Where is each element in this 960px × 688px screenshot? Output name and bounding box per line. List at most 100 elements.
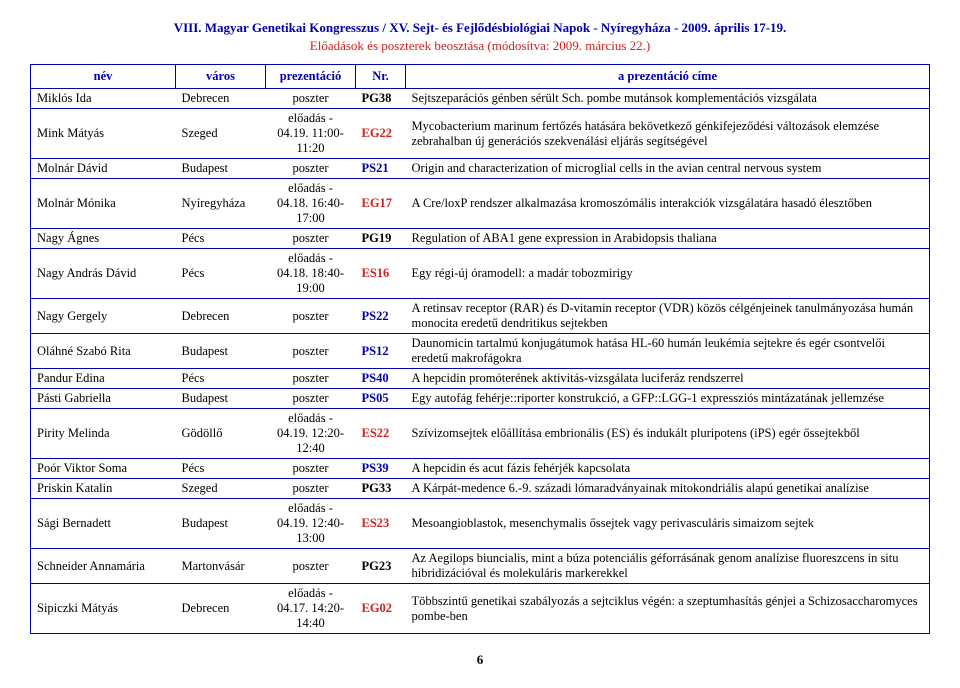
cell-nev: Priskin Katalin bbox=[31, 479, 176, 499]
cell-cim: A Kárpát-medence 6.-9. századi lómaradvá… bbox=[406, 479, 930, 499]
cell-nr: PS21 bbox=[356, 159, 406, 179]
table-row: Nagy András DávidPécselőadás - 04.18. 18… bbox=[31, 249, 930, 299]
cell-nr: PG33 bbox=[356, 479, 406, 499]
cell-nev: Poór Viktor Soma bbox=[31, 459, 176, 479]
table-row: Pásti GabriellaBudapestposzterPS05Egy au… bbox=[31, 389, 930, 409]
cell-nev: Nagy András Dávid bbox=[31, 249, 176, 299]
cell-nr: EG02 bbox=[356, 584, 406, 634]
table-row: Schneider AnnamáriaMartonvásárposzterPG2… bbox=[31, 549, 930, 584]
cell-nr: PG19 bbox=[356, 229, 406, 249]
cell-prezentacio: poszter bbox=[266, 334, 356, 369]
cell-nr: ES22 bbox=[356, 409, 406, 459]
table-row: Pandur EdinaPécsposzterPS40A hepcidin pr… bbox=[31, 369, 930, 389]
cell-cim: A hepcidin promóterének aktivitás-vizsgá… bbox=[406, 369, 930, 389]
cell-varos: Debrecen bbox=[176, 584, 266, 634]
cell-varos: Pécs bbox=[176, 459, 266, 479]
cell-prezentacio: előadás - 04.18. 18:40-19:00 bbox=[266, 249, 356, 299]
cell-nev: Schneider Annamária bbox=[31, 549, 176, 584]
cell-nev: Pásti Gabriella bbox=[31, 389, 176, 409]
table-header-row: név város prezentáció Nr. a prezentáció … bbox=[31, 65, 930, 89]
cell-nr: PS39 bbox=[356, 459, 406, 479]
cell-varos: Budapest bbox=[176, 159, 266, 179]
table-row: Nagy GergelyDebrecenposzterPS22A retinsa… bbox=[31, 299, 930, 334]
cell-prezentacio: poszter bbox=[266, 389, 356, 409]
table-row: Mink MátyásSzegedelőadás - 04.19. 11:00-… bbox=[31, 109, 930, 159]
cell-cim: A Cre/loxP rendszer alkalmazása kromoszó… bbox=[406, 179, 930, 229]
cell-cim: Daunomicin tartalmú konjugátumok hatása … bbox=[406, 334, 930, 369]
table-row: Poór Viktor SomaPécsposzterPS39A hepcidi… bbox=[31, 459, 930, 479]
table-row: Nagy ÁgnesPécsposzterPG19Regulation of A… bbox=[31, 229, 930, 249]
cell-nr: PS40 bbox=[356, 369, 406, 389]
cell-nev: Nagy Gergely bbox=[31, 299, 176, 334]
cell-varos: Pécs bbox=[176, 369, 266, 389]
cell-cim: Többszintű genetikai szabályozás a sejtc… bbox=[406, 584, 930, 634]
table-row: Sipiczki MátyásDebrecenelőadás - 04.17. … bbox=[31, 584, 930, 634]
cell-prezentacio: poszter bbox=[266, 229, 356, 249]
cell-prezentacio: poszter bbox=[266, 549, 356, 584]
cell-nr: ES16 bbox=[356, 249, 406, 299]
cell-varos: Debrecen bbox=[176, 299, 266, 334]
cell-nr: PS22 bbox=[356, 299, 406, 334]
table-row: Pirity MelindaGödöllőelőadás - 04.19. 12… bbox=[31, 409, 930, 459]
cell-varos: Debrecen bbox=[176, 89, 266, 109]
table-row: Sági BernadettBudapestelőadás - 04.19. 1… bbox=[31, 499, 930, 549]
cell-varos: Budapest bbox=[176, 499, 266, 549]
cell-varos: Nyíregyháza bbox=[176, 179, 266, 229]
col-varos: város bbox=[176, 65, 266, 89]
cell-cim: Origin and characterization of microglia… bbox=[406, 159, 930, 179]
cell-nev: Pandur Edina bbox=[31, 369, 176, 389]
cell-varos: Pécs bbox=[176, 229, 266, 249]
table-row: Miklós IdaDebrecenposzterPG38Sejtszepará… bbox=[31, 89, 930, 109]
col-nev: név bbox=[31, 65, 176, 89]
cell-nr: EG22 bbox=[356, 109, 406, 159]
cell-nr: ES23 bbox=[356, 499, 406, 549]
cell-nev: Miklós Ida bbox=[31, 89, 176, 109]
col-nr: Nr. bbox=[356, 65, 406, 89]
schedule-table: név város prezentáció Nr. a prezentáció … bbox=[30, 64, 930, 634]
cell-varos: Budapest bbox=[176, 334, 266, 369]
cell-nev: Oláhné Szabó Rita bbox=[31, 334, 176, 369]
cell-cim: Regulation of ABA1 gene expression in Ar… bbox=[406, 229, 930, 249]
cell-varos: Szeged bbox=[176, 479, 266, 499]
cell-nr: EG17 bbox=[356, 179, 406, 229]
cell-prezentacio: előadás - 04.19. 12:20-12:40 bbox=[266, 409, 356, 459]
page-title: VIII. Magyar Genetikai Kongresszus / XV.… bbox=[30, 20, 930, 36]
cell-nev: Sági Bernadett bbox=[31, 499, 176, 549]
cell-nr: PG23 bbox=[356, 549, 406, 584]
cell-cim: Mycobacterium marinum fertőzés hatására … bbox=[406, 109, 930, 159]
table-row: Molnár MónikaNyíregyházaelőadás - 04.18.… bbox=[31, 179, 930, 229]
table-row: Priskin KatalinSzegedposzterPG33A Kárpát… bbox=[31, 479, 930, 499]
cell-cim: Szívizomsejtek előállítása embrionális (… bbox=[406, 409, 930, 459]
table-row: Molnár DávidBudapestposzterPS21Origin an… bbox=[31, 159, 930, 179]
cell-cim: Az Aegilops biuncialis, mint a búza pote… bbox=[406, 549, 930, 584]
cell-nr: PG38 bbox=[356, 89, 406, 109]
cell-nev: Sipiczki Mátyás bbox=[31, 584, 176, 634]
cell-cim: A retinsav receptor (RAR) és D-vitamin r… bbox=[406, 299, 930, 334]
cell-prezentacio: poszter bbox=[266, 89, 356, 109]
col-prezentacio: prezentáció bbox=[266, 65, 356, 89]
cell-prezentacio: poszter bbox=[266, 369, 356, 389]
cell-prezentacio: poszter bbox=[266, 299, 356, 334]
page-number: 6 bbox=[30, 652, 930, 668]
table-row: Oláhné Szabó RitaBudapestposzterPS12Daun… bbox=[31, 334, 930, 369]
cell-varos: Szeged bbox=[176, 109, 266, 159]
cell-cim: Mesoangioblastok, mesenchymalis őssejtek… bbox=[406, 499, 930, 549]
cell-varos: Gödöllő bbox=[176, 409, 266, 459]
cell-nev: Molnár Mónika bbox=[31, 179, 176, 229]
cell-varos: Pécs bbox=[176, 249, 266, 299]
cell-prezentacio: előadás - 04.19. 11:00-11:20 bbox=[266, 109, 356, 159]
cell-nr: PS12 bbox=[356, 334, 406, 369]
cell-prezentacio: előadás - 04.17. 14:20-14:40 bbox=[266, 584, 356, 634]
cell-cim: A hepcidin és acut fázis fehérjék kapcso… bbox=[406, 459, 930, 479]
table-body: Miklós IdaDebrecenposzterPG38Sejtszepará… bbox=[31, 89, 930, 634]
col-cim: a prezentáció címe bbox=[406, 65, 930, 89]
cell-cim: Egy régi-új óramodell: a madár tobozmiri… bbox=[406, 249, 930, 299]
cell-prezentacio: előadás - 04.18. 16:40-17:00 bbox=[266, 179, 356, 229]
cell-cim: Sejtszeparációs génben sérült Sch. pombe… bbox=[406, 89, 930, 109]
cell-prezentacio: poszter bbox=[266, 459, 356, 479]
cell-nr: PS05 bbox=[356, 389, 406, 409]
cell-varos: Budapest bbox=[176, 389, 266, 409]
cell-nev: Molnár Dávid bbox=[31, 159, 176, 179]
cell-prezentacio: előadás - 04.19. 12:40-13:00 bbox=[266, 499, 356, 549]
cell-prezentacio: poszter bbox=[266, 479, 356, 499]
